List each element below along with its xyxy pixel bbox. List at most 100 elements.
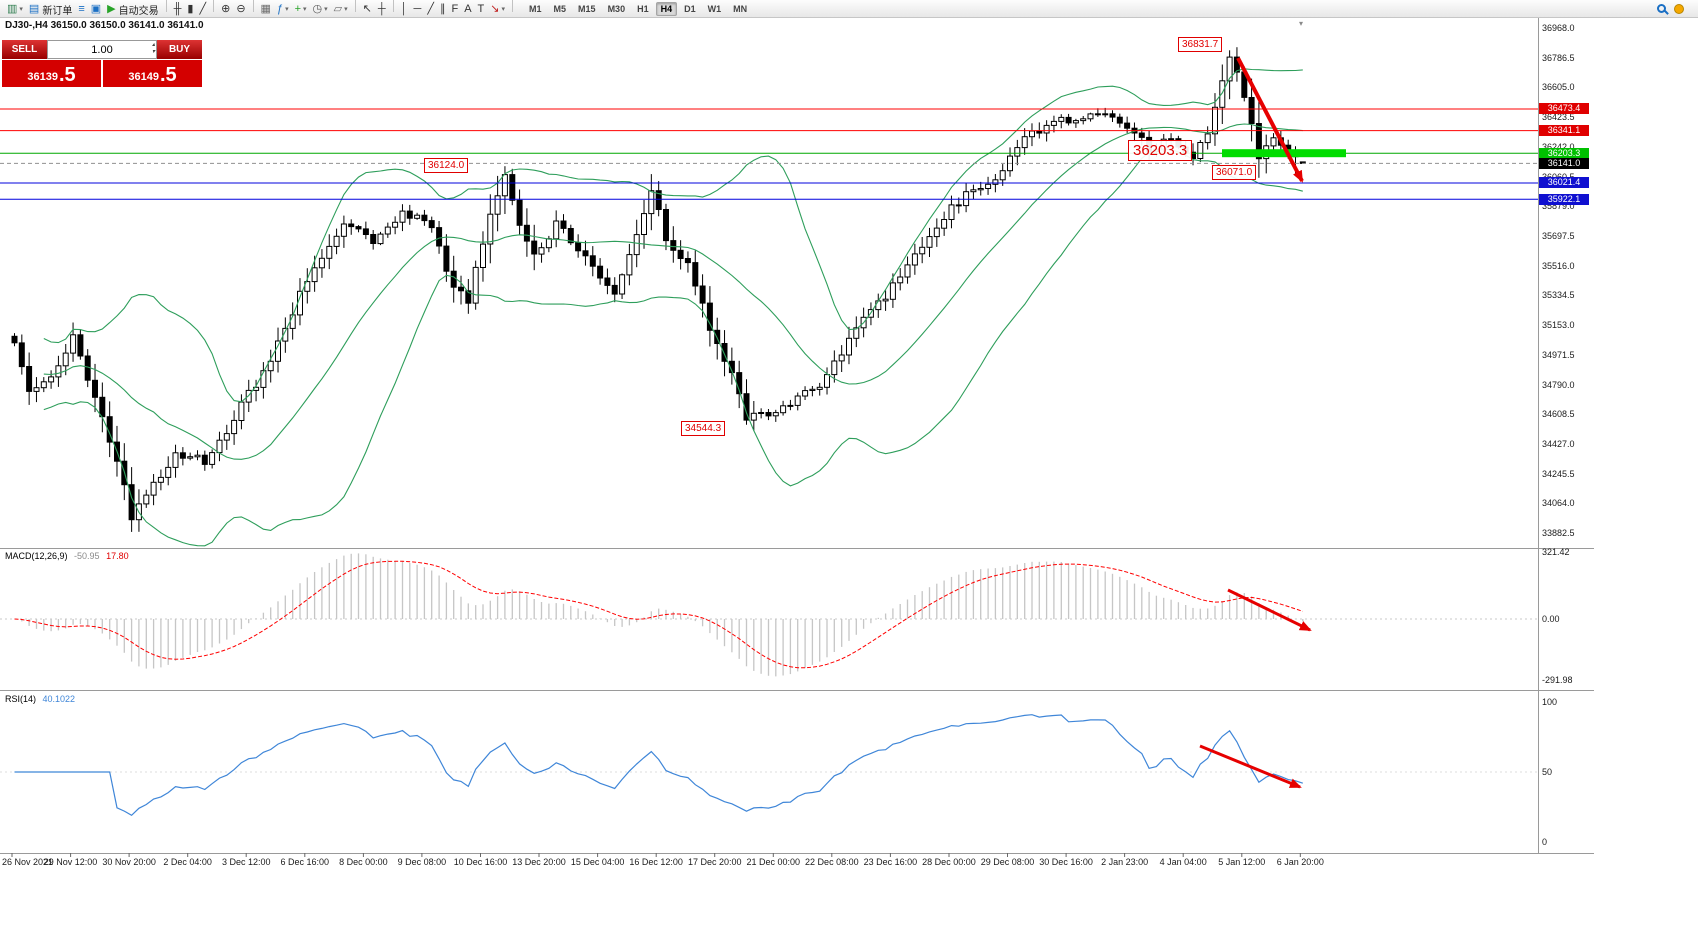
notification-icon[interactable] [1674,3,1684,14]
fibonacci-button[interactable]: F [448,1,461,17]
templates-caret-icon[interactable]: ▾ [344,6,348,13]
trend-arrow [1236,57,1304,183]
toolbar-separator [165,0,167,12]
volume-down-icon[interactable]: ▾ [151,49,155,55]
volume-up-icon[interactable]: ▴ [151,42,155,48]
sell-price-main: 36139 [27,71,58,83]
price-annotation[interactable]: 36124.0 [424,158,469,173]
price-tag: 35922.1 [1539,193,1589,205]
vertical-line-button[interactable]: │ [398,1,411,17]
candle-chart-type-button[interactable]: ▮ [184,1,196,17]
line-chart-type-button[interactable]: ╱ [196,1,209,17]
horizontal-line-button[interactable]: ─ [411,1,425,17]
horizontal-line-icon: ─ [413,3,422,15]
one-click-trade-panel: SELL 1.00 ▴ ▾ BUY 36139 .5 36149 .5 [2,40,202,87]
time-axis-label: 22 Dec 08:00 [805,857,859,867]
toolbar-separator [512,0,514,12]
bar-chart-type-icon: ╫ [173,3,182,15]
time-axis-label: 21 Dec 00:00 [746,857,801,867]
price-axis-label: 33882.5 [1542,528,1575,539]
timeframe-m15-button[interactable]: M15 [578,3,596,14]
rsi-layer [0,714,1538,817]
macd-signal-value: 17.80 [106,551,129,561]
cursor-button[interactable]: ↖ [360,1,375,17]
zoom-search-icon[interactable] [1657,4,1666,13]
trendline-icon: ╱ [427,3,434,15]
price-tag: 36203.3 [1539,147,1589,159]
timeframe-m1-button[interactable]: M1 [529,3,542,14]
arrows-tool-icon: ↘ [490,3,500,15]
trendline-button[interactable]: ╱ [424,1,437,17]
crosshair-icon: ┼ [377,3,386,15]
templates-icon: ▱ [333,3,343,15]
timeframe-w1-button[interactable]: W1 [707,3,722,14]
channel-button[interactable]: ∥ [437,1,449,17]
periods-button[interactable]: ◷ ▾ [310,1,331,17]
auto-trading-label: 自动交易 [118,5,159,17]
timeframe-h4-button[interactable]: H4 [655,1,678,16]
timeframe-h1-button[interactable]: H1 [637,3,649,14]
arrows-tool-button[interactable]: ↘ ▾ [487,1,508,17]
timeframe-m5-button[interactable]: M5 [553,3,567,14]
price-annotation[interactable]: 36071.0 [1212,165,1257,180]
new-order-label: 新订单 [42,5,73,17]
arrows-tool-caret-icon[interactable]: ▾ [501,6,506,13]
zoom-out-button[interactable]: ⊖ [233,1,248,17]
price-tag: 36141.0 [1539,157,1589,169]
trend-arrow [1227,588,1312,632]
time-axis-label: 26 Nov 2021 [2,857,54,867]
time-axis-label: 6 Jan 20:00 [1276,857,1324,867]
buy-button[interactable]: BUY [157,40,202,59]
channel-icon: ∥ [439,3,446,15]
bar-chart-type-button[interactable]: ╫ [171,1,185,17]
indicators-caret-icon[interactable]: ▾ [285,6,289,13]
price-axis-label: 34971.5 [1542,349,1575,360]
indicators-button[interactable]: ƒ ▾ [274,1,292,17]
price-annotation[interactable]: 36831.7 [1178,37,1223,52]
candle-chart-type-icon: ▮ [187,3,194,15]
crosshair-button[interactable]: ┼ [375,1,389,17]
chart-shift-marker-icon[interactable]: ▾ [1299,19,1304,28]
time-axis-label: 16 Dec 12:00 [629,857,683,867]
time-axis-label: 9 Dec 08:00 [397,857,447,867]
auto-trading-button[interactable]: ▶ 自动交易 [104,1,161,17]
timeframe-d1-button[interactable]: D1 [684,3,696,14]
new-order-icon: ▤ [28,3,40,15]
zoom-in-button[interactable]: ⊕ [218,1,233,17]
timeframe-mn-button[interactable]: MN [733,3,748,14]
buy-price[interactable]: 36149 .5 [103,60,202,87]
volume-input[interactable]: 1.00 ▴ ▾ [47,40,157,59]
price-axis-label: 36786.5 [1542,52,1575,63]
market-watch-icon: ≡ [78,3,85,15]
toolbar-left-group: ▥ ▾ ▤ 新订单 ≡ ▣ ▶ 自动交易 ╫ ▮ ╱ ⊕ ⊖ ▦ ƒ ▾ + ▾ ◷ ▾ ▱ ▾ ↖ ┼ │ ─ ╱ ∥ F A T ↘ ▾ [4,0,517,17]
text-label-button[interactable]: T [475,1,488,17]
trend-arrow [1199,744,1302,789]
add-indicator-caret-icon[interactable]: ▾ [303,6,307,13]
market-watch-button[interactable]: ≡ [75,1,87,17]
periods-icon: ◷ [312,3,323,15]
new-order-button[interactable]: ▤ 新订单 [26,1,75,17]
time-axis-label: 8 Dec 00:00 [339,857,388,867]
auto-trading-icon: ▶ [107,3,116,15]
toolbar: ▥ ▾ ▤ 新订单 ≡ ▣ ▶ 自动交易 ╫ ▮ ╱ ⊕ ⊖ ▦ ƒ ▾ + ▾ ◷ ▾ ▱ ▾ ↖ ┼ │ ─ ╱ ∥ F A T ↘ ▾ M… [0,0,1698,18]
templates-button[interactable]: ▱ ▾ [331,1,351,17]
add-indicator-button[interactable]: + ▾ [292,1,310,17]
sell-button[interactable]: SELL [2,40,47,59]
price-axis-label: 35516.0 [1542,260,1575,271]
terminal-button[interactable]: ▣ [88,1,104,17]
rsi-name: RSI(14) [5,694,37,704]
zoom-out-icon: ⊖ [236,3,246,15]
tile-windows-button[interactable]: ▦ [258,1,274,17]
sell-price[interactable]: 36139 .5 [2,60,101,87]
chart-window-caret-icon[interactable]: ▾ [19,6,23,13]
price-annotation[interactable]: 34544.3 [681,421,726,436]
rsi-axis-label: 0 [1542,837,1548,847]
periods-caret-icon[interactable]: ▾ [324,6,328,13]
chart-window-button[interactable]: ▥ ▾ [4,1,26,17]
text-button[interactable]: A [461,1,474,17]
tile-windows-icon: ▦ [260,3,271,15]
time-axis-label: 6 Dec 16:00 [280,857,330,867]
price-annotation[interactable]: 36203.3 [1128,140,1193,161]
timeframe-m30-button[interactable]: M30 [607,3,626,14]
